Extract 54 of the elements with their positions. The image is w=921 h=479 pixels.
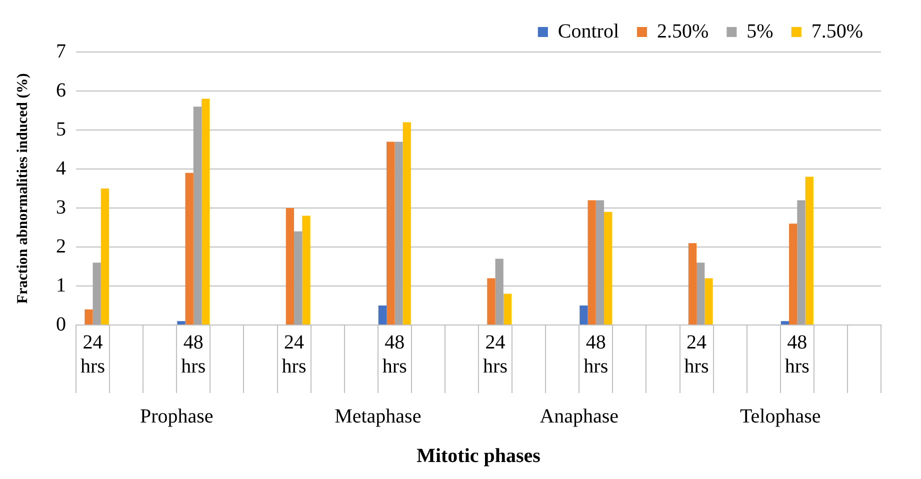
bar — [588, 200, 596, 324]
y-tick-label: 6 — [56, 79, 66, 102]
x-tick-label: 48 hrs — [584, 331, 608, 378]
bar — [286, 208, 294, 324]
bar — [495, 258, 504, 324]
text: Anaphase — [540, 405, 619, 428]
bar — [100, 188, 110, 324]
y-tick-label: 2 — [56, 235, 66, 258]
legend-label: Control — [558, 20, 620, 42]
bar — [688, 243, 697, 324]
y-tick-label: 4 — [56, 157, 66, 180]
bar — [294, 231, 302, 324]
x-tick-label: 24 hrs — [80, 331, 106, 378]
bar — [185, 172, 194, 324]
bar — [805, 176, 814, 324]
bar — [696, 262, 705, 324]
y-tick-label: 1 — [56, 274, 66, 296]
bar — [177, 321, 186, 324]
x-tick-label: 24 hrs — [282, 331, 306, 378]
bar — [596, 200, 604, 324]
bar — [92, 262, 101, 324]
bar — [487, 278, 496, 324]
x-tick-label: 48 hrs — [382, 331, 408, 378]
text: Prophase — [140, 405, 214, 428]
bar — [580, 306, 588, 324]
legend-label: 7.50% — [811, 20, 864, 42]
bar — [84, 309, 93, 324]
y-tick-label: 3 — [56, 196, 66, 218]
y-tick-label: 5 — [56, 118, 66, 140]
x-tick-label: 24 hrs — [684, 331, 709, 378]
x-tick-label: 24 hrs — [483, 331, 508, 378]
bar — [394, 142, 403, 324]
bar — [386, 142, 395, 324]
bar — [402, 122, 411, 324]
text: Metaphase — [334, 405, 422, 428]
bar — [797, 200, 806, 324]
bar — [704, 278, 713, 324]
text: Telophase — [740, 405, 821, 428]
bar — [378, 306, 387, 324]
y-tick-label: 0 — [56, 313, 66, 336]
bar — [503, 294, 512, 324]
bar — [193, 106, 202, 324]
legend-label: 5% — [746, 20, 774, 42]
bar — [780, 321, 790, 324]
y-axis-title: Fraction abnormalities induced (%) — [14, 73, 31, 304]
y-tick-label: 7 — [56, 40, 66, 62]
bar — [202, 98, 210, 324]
x-tick-label: 48 hrs — [181, 331, 206, 378]
legend-label: 2.50% — [657, 20, 709, 42]
x-tick-label: 48 hrs — [784, 331, 810, 378]
bar — [789, 224, 798, 324]
bar — [302, 216, 310, 324]
x-axis-title: Mitotic phases — [416, 445, 541, 468]
bar — [604, 212, 612, 324]
